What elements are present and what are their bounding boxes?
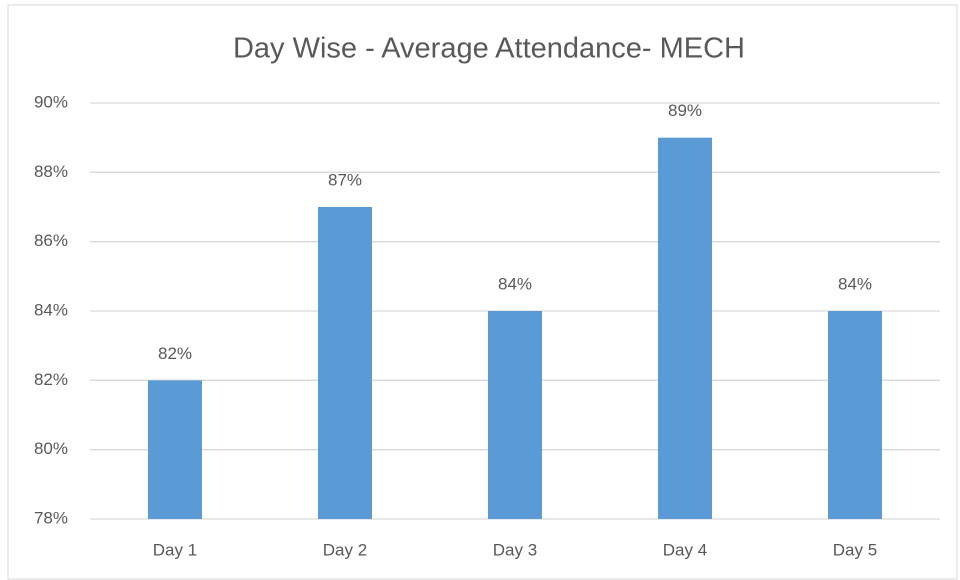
chart-title: Day Wise - Average Attendance- MECH — [233, 33, 745, 65]
y-tick-label: 80% — [34, 439, 68, 458]
bar — [318, 207, 372, 519]
y-tick-label: 90% — [34, 92, 68, 111]
x-tick-label: Day 4 — [663, 540, 707, 559]
y-tick-label: 82% — [34, 370, 68, 389]
x-tick-label: Day 3 — [493, 540, 537, 559]
y-tick-label: 78% — [34, 508, 68, 527]
x-tick-label: Day 5 — [833, 540, 877, 559]
x-tick-label: Day 1 — [153, 540, 197, 559]
data-label: 82% — [158, 344, 192, 363]
bar — [828, 311, 882, 519]
data-label: 84% — [838, 274, 872, 293]
data-label: 87% — [328, 170, 362, 189]
y-tick-label: 86% — [34, 231, 68, 250]
bar — [488, 311, 542, 519]
y-tick-label: 88% — [34, 162, 68, 181]
x-tick-label: Day 2 — [323, 540, 367, 559]
bar — [658, 137, 712, 519]
data-label: 89% — [668, 101, 702, 120]
y-tick-label: 84% — [34, 300, 68, 319]
bar — [148, 380, 202, 519]
data-label: 84% — [498, 274, 532, 293]
